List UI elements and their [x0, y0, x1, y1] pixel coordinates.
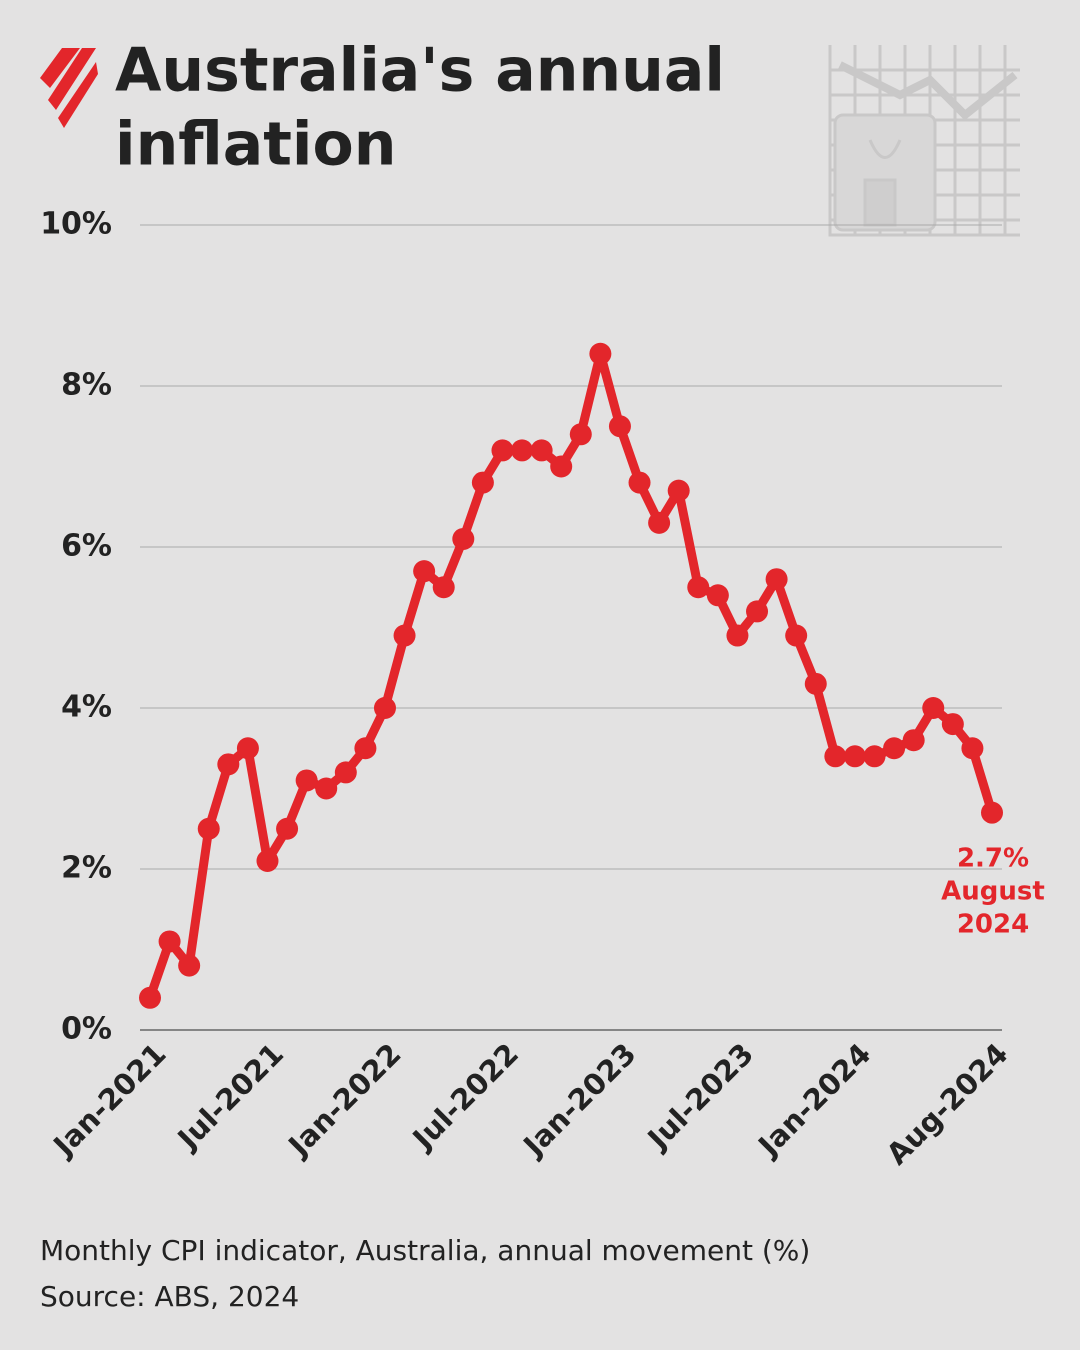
point — [197, 817, 220, 840]
point — [236, 737, 259, 760]
point — [608, 415, 631, 438]
y-tick-label: 4% — [61, 690, 112, 725]
point — [393, 624, 416, 647]
point — [961, 737, 984, 760]
point — [687, 576, 710, 599]
point — [530, 439, 553, 462]
point — [158, 930, 181, 953]
point — [726, 624, 749, 647]
annotation: 2.7% — [957, 844, 1029, 874]
y-tick-label: 10% — [40, 207, 112, 242]
point — [569, 423, 592, 446]
point — [648, 511, 671, 534]
point — [491, 439, 514, 462]
point — [824, 745, 847, 768]
point — [315, 777, 338, 800]
point — [354, 737, 377, 760]
point — [276, 817, 299, 840]
point — [883, 737, 906, 760]
point — [295, 769, 318, 792]
point — [941, 713, 964, 736]
annotation: August — [941, 877, 1045, 907]
point — [373, 697, 396, 719]
point — [667, 479, 690, 502]
point — [706, 584, 729, 607]
chart-title: inflation — [115, 110, 396, 180]
annotation: 2024 — [957, 910, 1029, 940]
point — [550, 455, 573, 478]
point — [765, 568, 788, 591]
point — [785, 624, 808, 647]
point — [863, 745, 886, 768]
point — [139, 986, 161, 1009]
icon — [828, 45, 1020, 237]
point — [452, 527, 475, 550]
point — [471, 471, 494, 494]
point — [334, 761, 357, 784]
point — [511, 439, 534, 462]
point — [217, 753, 240, 776]
chart-title: Australia's annual — [115, 36, 725, 106]
logo — [40, 48, 98, 128]
point — [256, 849, 279, 872]
note: Monthly CPI indicator, Australia, annual… — [40, 1234, 810, 1267]
point — [589, 342, 612, 365]
point — [413, 560, 436, 583]
point — [843, 745, 866, 768]
point — [981, 801, 1003, 824]
y-tick-label: 2% — [61, 851, 112, 886]
point — [804, 672, 827, 695]
note: Source: ABS, 2024 — [40, 1280, 299, 1313]
y-tick-label: 8% — [61, 368, 112, 403]
y-tick-label: 0% — [61, 1012, 112, 1047]
y-tick-label: 6% — [61, 529, 112, 564]
point — [432, 576, 455, 599]
point — [902, 729, 925, 752]
point — [178, 954, 201, 977]
point — [746, 600, 769, 623]
point — [922, 697, 945, 719]
point — [628, 471, 651, 494]
